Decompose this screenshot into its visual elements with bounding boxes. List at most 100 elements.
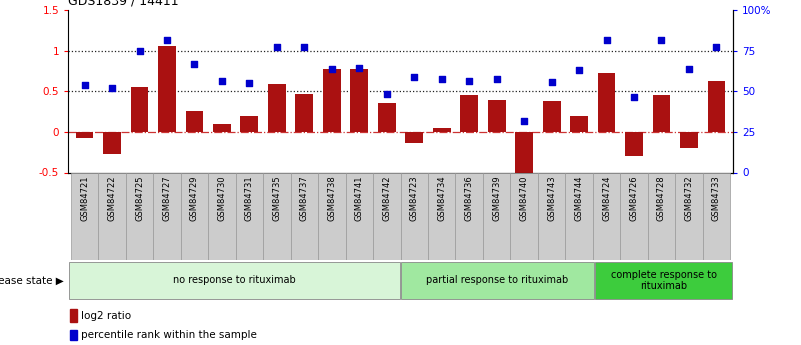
Bar [510,172,537,260]
Bar [702,172,731,260]
Bar [456,172,483,260]
FancyBboxPatch shape [69,262,400,298]
Point [682,66,695,71]
Point [408,74,421,80]
Bar [373,172,400,260]
Point [133,48,146,54]
Bar [378,103,396,132]
Point [215,78,228,83]
Text: GSM84739: GSM84739 [492,175,501,221]
Bar [70,172,99,260]
Bar [208,172,235,260]
Text: GSM84727: GSM84727 [163,175,171,221]
Text: GSM84741: GSM84741 [355,175,364,221]
Bar [323,69,340,132]
Text: GSM84744: GSM84744 [574,175,584,221]
Point [710,44,723,50]
Bar [461,95,478,132]
Text: GSM84723: GSM84723 [410,175,419,221]
Text: GDS1839 / 14411: GDS1839 / 14411 [68,0,179,8]
Bar [99,172,126,260]
Point [78,82,91,88]
Bar [428,172,456,260]
Point [600,37,613,42]
Point [655,37,668,42]
Bar [158,46,176,132]
Bar [131,87,148,132]
Text: partial response to rituximab: partial response to rituximab [426,275,569,285]
Bar [625,132,643,156]
Point [271,44,284,50]
Bar [653,95,670,132]
Bar [483,172,510,260]
Point [463,78,476,83]
Bar [707,81,726,132]
Bar [75,132,94,138]
Point [545,79,558,85]
Bar [405,132,423,142]
Bar [542,101,561,132]
Bar [213,124,231,132]
Bar [181,172,208,260]
Bar [103,132,121,154]
Text: GSM84742: GSM84742 [382,175,391,221]
Bar [240,116,259,132]
FancyBboxPatch shape [595,262,732,298]
Bar [186,111,203,132]
Text: GSM84733: GSM84733 [712,175,721,221]
Point [435,77,448,82]
Bar [488,99,505,132]
Point [380,91,393,97]
Text: GSM84734: GSM84734 [437,175,446,221]
Point [243,80,256,86]
Text: GSM84722: GSM84722 [107,175,116,221]
Bar [235,172,264,260]
Bar [433,128,451,132]
Text: GSM84737: GSM84737 [300,175,309,221]
Bar [680,132,698,148]
Bar [675,172,702,260]
Bar [537,172,566,260]
Text: GSM84726: GSM84726 [630,175,638,221]
Bar [264,172,291,260]
Text: GSM84725: GSM84725 [135,175,144,221]
Bar [515,132,533,177]
Bar [648,172,675,260]
Text: GSM84728: GSM84728 [657,175,666,221]
Bar [70,309,78,322]
Text: log2 ratio: log2 ratio [82,310,131,321]
Text: GSM84743: GSM84743 [547,175,556,221]
Bar [598,73,615,132]
Bar [70,330,78,340]
Bar [126,172,153,260]
Bar [153,172,181,260]
Bar [296,94,313,132]
Point [490,77,503,82]
Text: GSM84731: GSM84731 [245,175,254,221]
Text: GSM84732: GSM84732 [685,175,694,221]
Text: GSM84740: GSM84740 [520,175,529,221]
Point [188,61,201,67]
Bar [291,172,318,260]
Text: disease state ▶: disease state ▶ [0,275,64,285]
Point [517,119,530,124]
Text: complete response to
rituximab: complete response to rituximab [610,269,717,291]
Point [106,86,119,91]
Point [628,94,641,100]
Bar [566,172,593,260]
Text: GSM84730: GSM84730 [217,175,227,221]
Point [573,67,586,72]
Point [298,44,311,50]
Point [353,65,366,71]
Bar [593,172,620,260]
Text: GSM84735: GSM84735 [272,175,281,221]
FancyBboxPatch shape [401,262,594,298]
Text: GSM84721: GSM84721 [80,175,89,221]
Bar [268,84,286,132]
Text: percentile rank within the sample: percentile rank within the sample [82,330,257,340]
Bar [620,172,648,260]
Text: GSM84729: GSM84729 [190,175,199,221]
Bar [350,69,368,132]
Point [325,66,338,71]
Text: no response to rituximab: no response to rituximab [173,275,296,285]
